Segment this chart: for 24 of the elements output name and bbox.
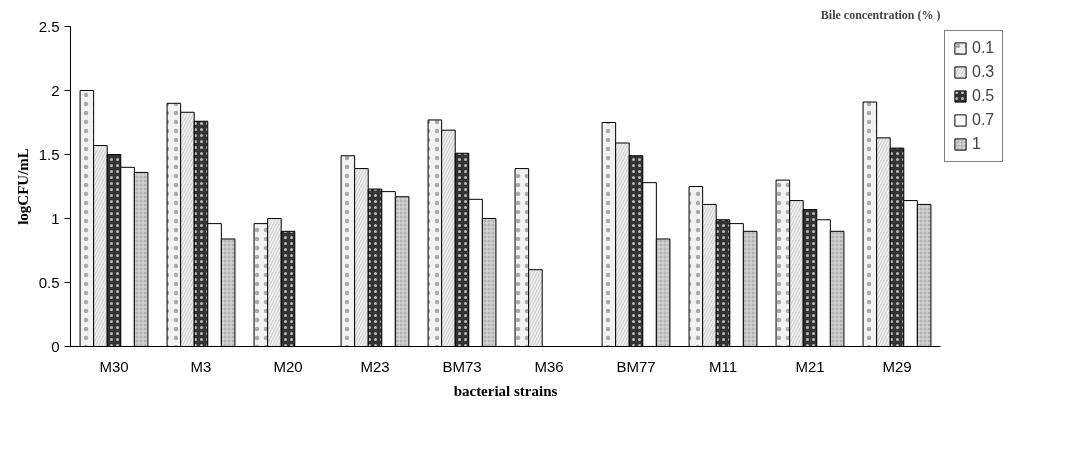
x-tick-label: M29 <box>882 357 912 375</box>
y-tick-label: 0.5 <box>38 273 60 291</box>
y-tick-label: 2 <box>51 81 60 99</box>
x-tick-label: M23 <box>360 357 390 375</box>
y-tick-label: 2.5 <box>38 17 60 35</box>
x-tick-label: M3 <box>190 357 212 375</box>
y-axis-title: logCFU/mL <box>14 148 31 225</box>
y-tick-label: 0 <box>51 337 60 355</box>
x-tick-label: M11 <box>708 357 738 375</box>
legend-label: 0.3 <box>972 63 995 81</box>
legend-label: 0.5 <box>972 87 995 105</box>
x-tick-label: M21 <box>795 357 825 375</box>
y-tick-label: 1.5 <box>38 145 60 163</box>
x-tick-label: M30 <box>99 357 129 375</box>
legend-label: 0.7 <box>972 111 995 129</box>
legend-title: Bile concentration (% ) <box>820 7 941 22</box>
legend-label: 0.1 <box>972 39 995 57</box>
x-tick-label: BM77 <box>616 357 656 375</box>
x-axis-title: bacterial strains <box>453 382 558 399</box>
legend-label: 1 <box>972 135 982 153</box>
x-tick-label: BM73 <box>442 357 482 375</box>
x-tick-label: M20 <box>273 357 303 375</box>
x-tick-label: M36 <box>534 357 564 375</box>
y-tick-label: 1 <box>51 209 60 227</box>
